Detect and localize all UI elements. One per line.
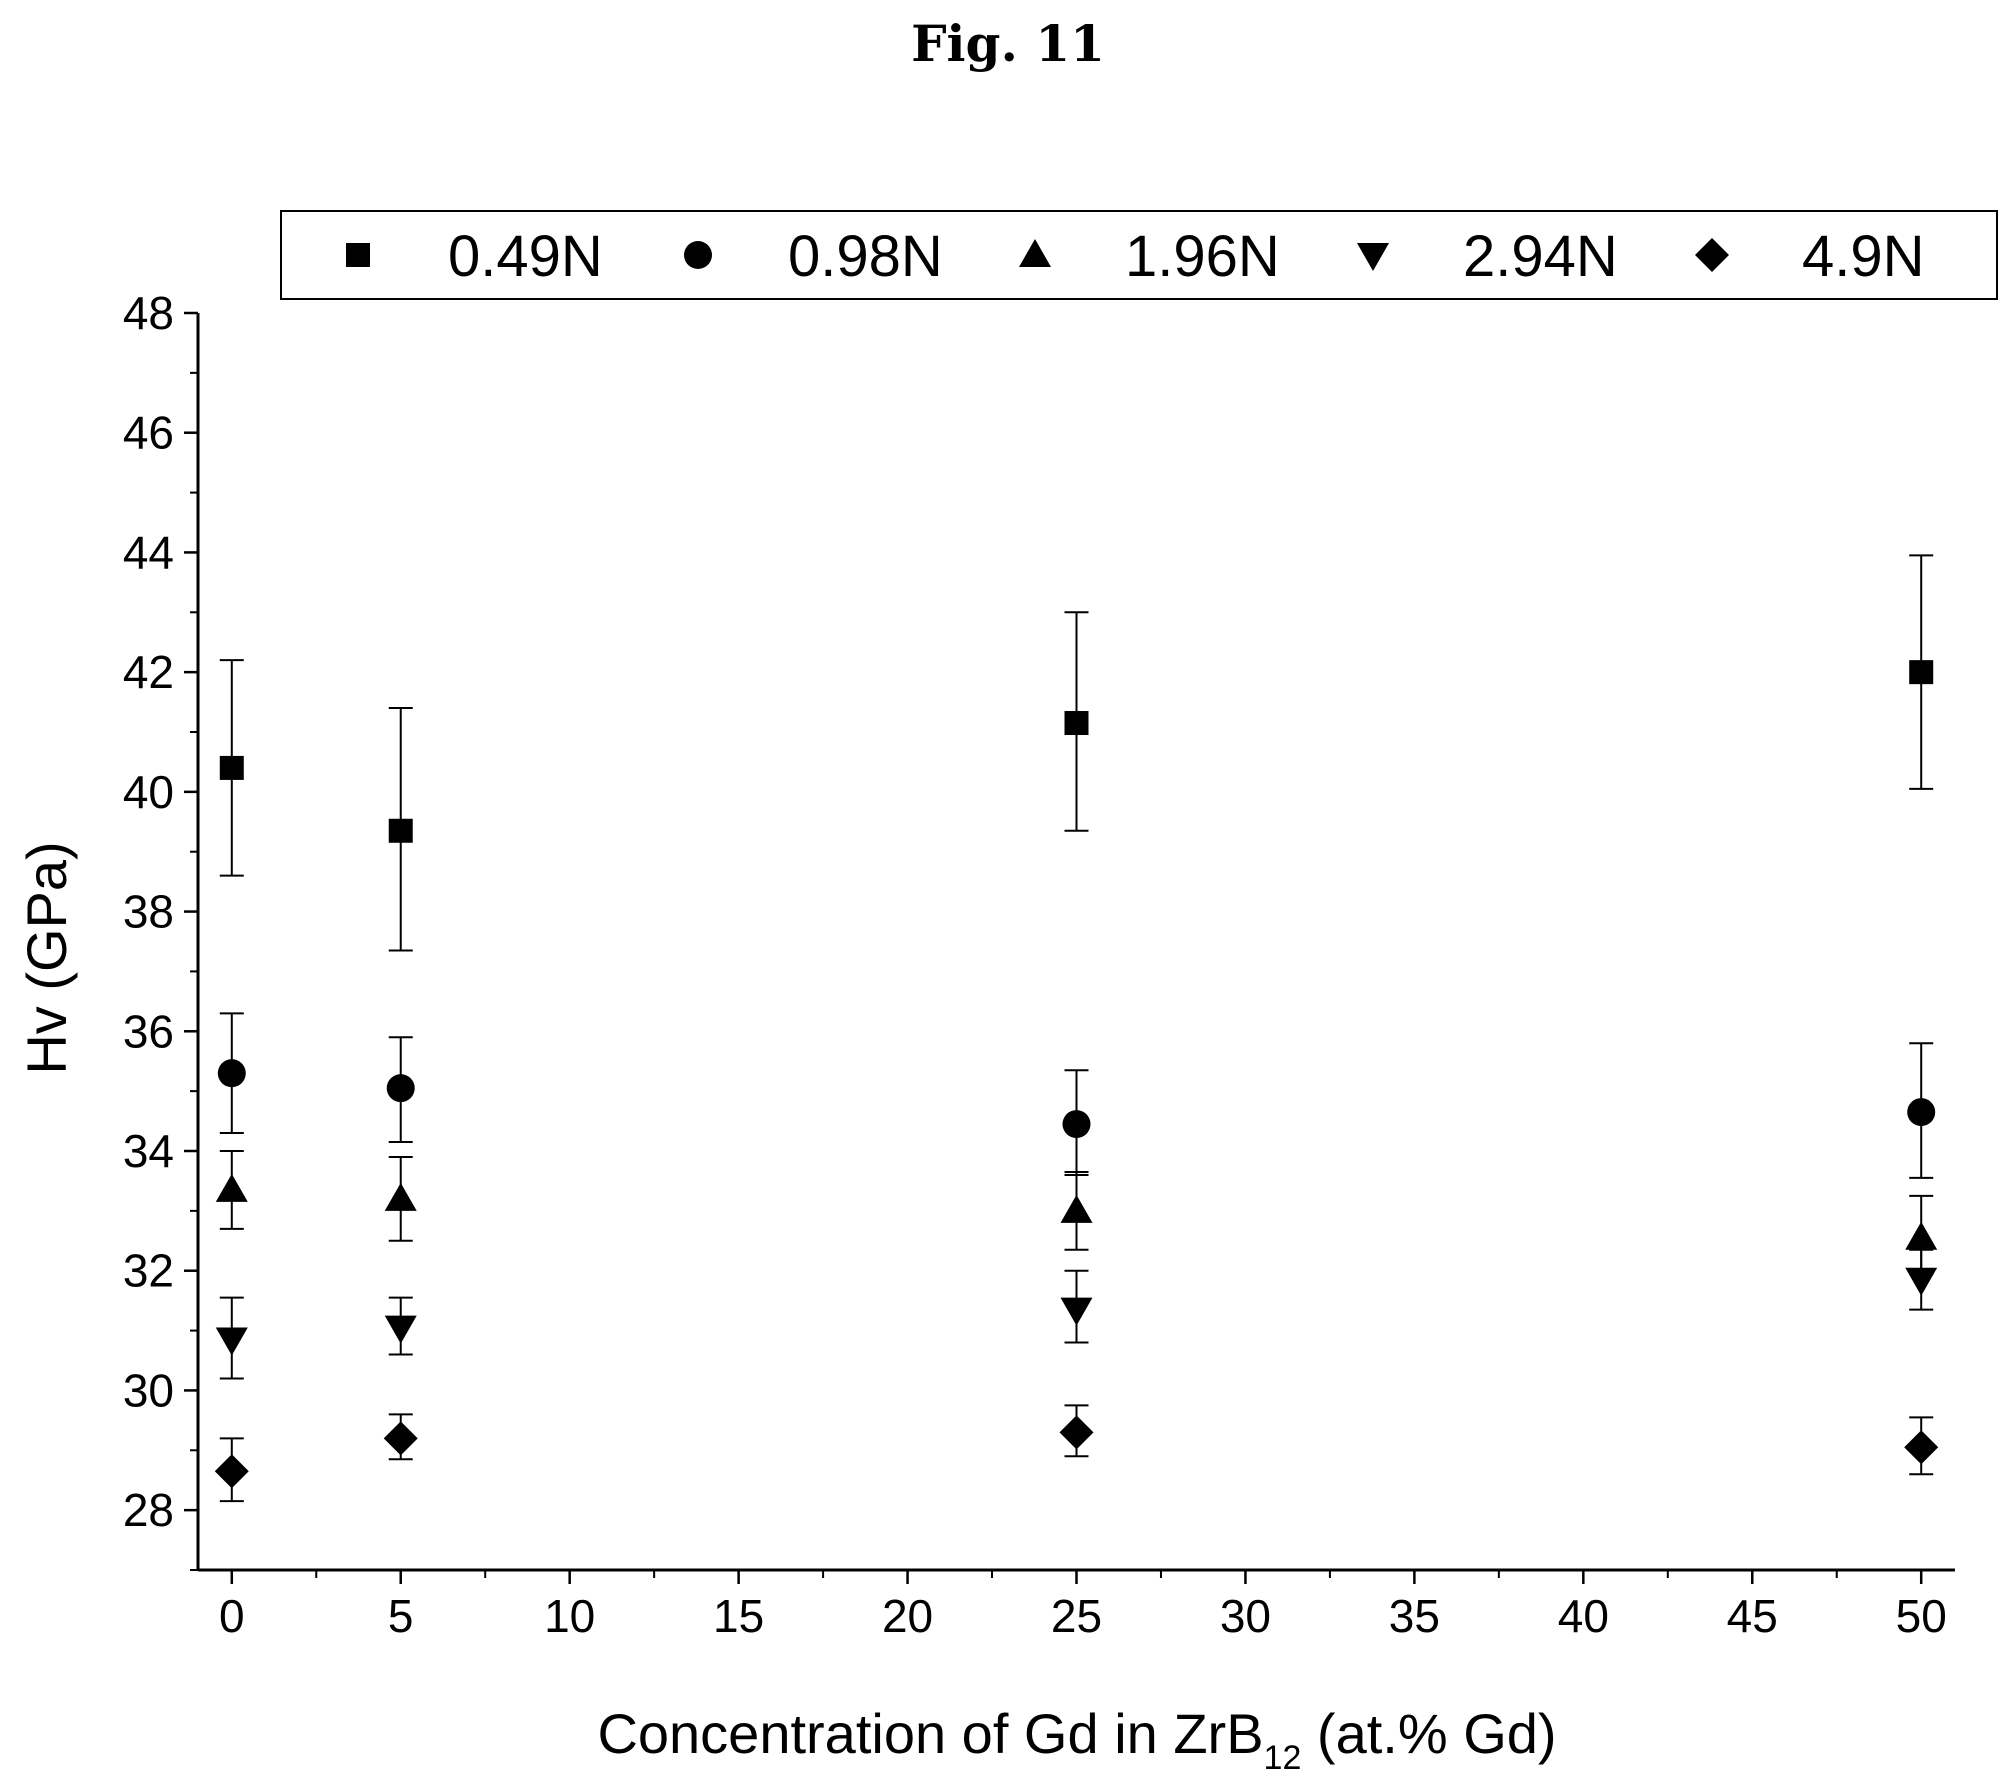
legend-marker — [346, 243, 370, 267]
x-tick-label: 25 — [1051, 1590, 1102, 1642]
data-point — [1060, 1194, 1093, 1223]
y-tick-label: 48 — [123, 287, 174, 339]
data-point — [1909, 660, 1934, 685]
legend-marker — [1695, 238, 1729, 272]
legend-entry: 2.94N — [1463, 224, 1618, 289]
axes — [196, 313, 1955, 1572]
x-tick-label: 15 — [713, 1590, 764, 1642]
data-point — [214, 1454, 249, 1489]
x-axis-label-main: Concentration of Gd in ZrB — [597, 1702, 1263, 1765]
data-point — [386, 1074, 415, 1103]
y-axis-label: Hv (GPa) — [15, 841, 78, 1074]
data-point — [1062, 1110, 1091, 1139]
y-tick-label: 44 — [123, 526, 174, 578]
legend-marker — [1357, 243, 1389, 271]
legend-entry: 1.96N — [1125, 224, 1280, 289]
data-point — [1064, 711, 1089, 736]
x-tick-label: 40 — [1558, 1590, 1609, 1642]
y-tick-label: 36 — [123, 1005, 174, 1057]
data-point — [388, 818, 413, 843]
y-tick-label: 30 — [123, 1364, 174, 1416]
x-tick-label: 50 — [1896, 1590, 1947, 1642]
x-tick-label: 30 — [1220, 1590, 1271, 1642]
y-tick-label: 28 — [123, 1484, 174, 1536]
y-tick-label: 46 — [123, 407, 174, 459]
data-markers — [214, 660, 1939, 1489]
data-point — [1905, 1221, 1938, 1250]
data-point — [384, 1315, 417, 1344]
data-point — [1059, 1415, 1094, 1450]
y-tick-label: 42 — [123, 646, 174, 698]
legend-entry: 0.49N — [448, 224, 603, 289]
data-point — [1907, 1098, 1936, 1127]
figure-title: Fig. 11 — [911, 14, 1105, 73]
x-axis-ticks: 0 5 10 15 20 25 30 35 40 45 50 — [219, 1570, 1947, 1642]
y-axis-ticks: 28 30 32 34 36 38 40 42 44 46 48 — [123, 287, 198, 1571]
x-tick-label: 35 — [1389, 1590, 1440, 1642]
legend-marker — [1019, 239, 1051, 267]
data-point — [383, 1421, 418, 1456]
x-tick-label: 5 — [388, 1590, 414, 1642]
data-point — [384, 1182, 417, 1211]
y-tick-label: 40 — [123, 766, 174, 818]
y-tick-label: 38 — [123, 886, 174, 938]
x-axis-label: Concentration of Gd in ZrB12 (at.% Gd) — [597, 1702, 1556, 1777]
y-tick-label: 32 — [123, 1245, 174, 1297]
data-point — [219, 755, 244, 780]
legend: 0.49N 0.98N 1.96N 2.94N 4.9N — [346, 224, 1925, 289]
data-point — [1060, 1297, 1093, 1326]
x-tick-label: 10 — [544, 1590, 595, 1642]
x-axis-label-tail: (at.% Gd) — [1301, 1702, 1556, 1765]
x-axis-label-subscript: 12 — [1264, 1739, 1302, 1777]
data-point — [215, 1327, 248, 1356]
x-tick-label: 20 — [882, 1590, 933, 1642]
y-tick-label: 34 — [123, 1125, 174, 1177]
x-tick-label: 45 — [1727, 1590, 1778, 1642]
data-point — [1904, 1430, 1939, 1465]
data-point — [217, 1059, 246, 1088]
legend-marker — [684, 241, 712, 269]
x-tick-label: 0 — [219, 1590, 245, 1642]
error-bars — [219, 554, 1934, 1503]
data-point — [1905, 1267, 1938, 1296]
legend-entry: 0.98N — [788, 224, 943, 289]
data-point — [215, 1173, 248, 1202]
legend-entry: 4.9N — [1802, 224, 1925, 289]
